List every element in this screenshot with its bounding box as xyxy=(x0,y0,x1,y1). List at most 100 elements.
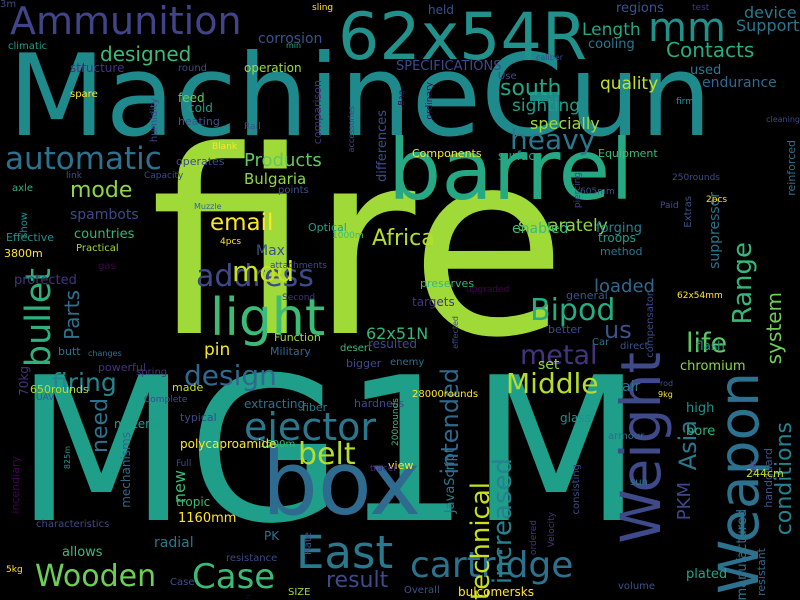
word-gas: gas xyxy=(98,261,116,272)
word-design: design xyxy=(184,359,277,392)
word-4-5x3: 4-5x3 xyxy=(246,598,249,599)
word-size: SIZE xyxy=(288,587,311,598)
word-made: made xyxy=(172,381,204,394)
word-upgraded: upgraded xyxy=(466,285,510,295)
word-heavy: heavy xyxy=(510,123,596,156)
word-middle: Middle xyxy=(506,367,599,400)
word-equipment: Equipment xyxy=(598,147,658,160)
word-volume: volume xyxy=(618,581,656,592)
word-set: set xyxy=(538,357,560,373)
word-car: Car xyxy=(592,337,610,348)
word-structure: structure xyxy=(70,61,125,75)
word-specially: specially xyxy=(530,114,600,133)
word-flash: flash xyxy=(696,339,725,353)
word-min: min xyxy=(286,41,302,50)
word-cartridge: cartridge xyxy=(410,545,574,586)
word-second: Second xyxy=(282,293,316,303)
word-rod: rod xyxy=(660,379,674,388)
word-62x51n: 62x51N xyxy=(366,324,429,343)
word-hardness: hardness xyxy=(354,397,405,410)
word-4pcs: 4pcs xyxy=(220,237,242,247)
word-pkm: PKM xyxy=(674,482,695,521)
word-separately: separately xyxy=(518,216,608,236)
word-consisting: consisting xyxy=(571,464,582,515)
word-case: Case xyxy=(192,557,276,597)
word-targets: targets xyxy=(412,295,455,309)
word-typical: typical xyxy=(180,411,217,424)
word-mod: mod xyxy=(232,255,295,288)
word-metal: metal xyxy=(520,340,598,371)
word-device: device xyxy=(744,3,797,22)
word-244cm: 244cm xyxy=(746,467,784,480)
word-used: used xyxy=(690,63,722,78)
word-bulcomersks: bulcomersks xyxy=(458,585,534,599)
word-humidity: humidity xyxy=(149,98,160,143)
word-quality: quality xyxy=(600,74,659,94)
word-3800m: 3800m xyxy=(4,247,43,260)
word-polycaproamide: polycaproamide xyxy=(180,437,277,451)
word-butt: butt xyxy=(58,345,81,358)
word-28000rounds: 28000rounds xyxy=(412,389,479,400)
word-3m: 3m xyxy=(0,0,17,10)
word-powerful: powerful xyxy=(98,361,146,374)
word-military: Military xyxy=(270,345,311,358)
word-blank: Blank xyxy=(212,142,238,152)
word-barrel: barrel xyxy=(388,121,634,219)
word-ejector: ejector xyxy=(244,405,376,449)
word-reinforced: reinforced xyxy=(785,140,798,196)
word-operates: operates xyxy=(176,155,225,168)
word-enemy: enemy xyxy=(390,357,425,368)
word-bigger: bigger xyxy=(346,357,382,370)
word-fiber: fiber xyxy=(302,401,328,414)
word-address: address xyxy=(196,259,314,294)
word-differences: differences xyxy=(375,110,390,183)
word-firm: firm xyxy=(676,97,694,107)
word-components: Components xyxy=(412,147,482,160)
word-light: light xyxy=(210,288,326,348)
word-mm: mm xyxy=(648,5,726,51)
word-life: life xyxy=(686,328,728,359)
word-effected: effected xyxy=(451,316,460,349)
word-climatic: climatic xyxy=(8,41,48,52)
word-held: held xyxy=(428,3,454,17)
word-material: material xyxy=(114,417,165,431)
word-practical: Practical xyxy=(76,243,119,254)
word-chromium: chromium xyxy=(680,359,746,374)
word-cold: cold xyxy=(188,101,213,115)
word-protected: protected xyxy=(14,273,77,288)
word-view: view xyxy=(388,459,414,472)
word-muzzle: Muzzle xyxy=(194,202,222,211)
word-designed: designed xyxy=(100,42,192,66)
word-spare: spare xyxy=(70,89,98,100)
word-9kg: 9kg xyxy=(658,390,673,399)
word-bipod: Bipod xyxy=(530,293,616,328)
word-countries: countries xyxy=(74,227,135,242)
word-system: system xyxy=(762,292,786,365)
word-manufactured: manufactured xyxy=(735,508,750,600)
word-round: round xyxy=(178,63,208,74)
word-loaded: loaded xyxy=(594,276,655,297)
word-overall: Overall xyxy=(404,585,440,596)
word-machinegun: MachineGun xyxy=(8,30,712,162)
word-result: result xyxy=(326,568,389,593)
word-us: us xyxy=(604,316,632,344)
word-firing: firing xyxy=(52,368,117,397)
word-ordered: ordered xyxy=(529,520,539,556)
word-sun: sun xyxy=(630,477,648,488)
word-mode: mode xyxy=(70,178,133,203)
word-preserves: preserves xyxy=(420,277,475,290)
word-test: test xyxy=(692,3,710,13)
word-corrosion: corrosion xyxy=(258,31,323,47)
word-contacts: Contacts xyxy=(666,38,755,62)
word-max: Max xyxy=(256,243,285,259)
word-effective: Effective xyxy=(6,231,54,244)
word-method: method xyxy=(600,245,643,258)
word-africa: Africa xyxy=(372,226,435,251)
word-70kg: 70kg xyxy=(17,366,31,396)
word-armour: armour xyxy=(608,431,645,442)
word-use: Use xyxy=(498,71,517,82)
word-1500m: 1500m xyxy=(260,439,296,450)
word-operation: operation xyxy=(244,61,302,75)
word-rail: Rail xyxy=(244,122,261,132)
